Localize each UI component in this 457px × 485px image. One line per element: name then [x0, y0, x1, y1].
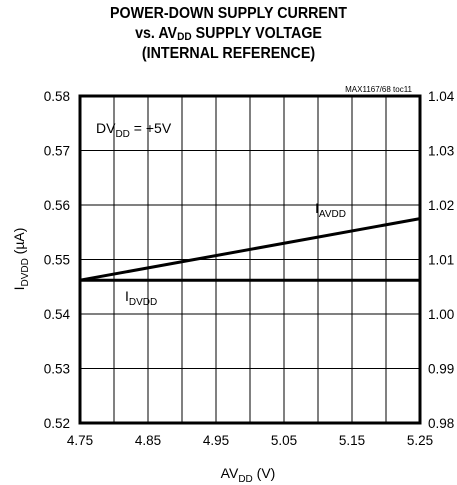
y-tick-label: 0.58: [44, 89, 70, 104]
series-label-idvdd-main: I: [125, 288, 129, 304]
y-tick-label: 0.54: [44, 307, 71, 322]
series-label-idvdd: IDVDD: [125, 288, 157, 308]
y-tick-label: 0.55: [44, 253, 70, 268]
chart-title-line2-pre: vs. AV: [135, 25, 178, 42]
x-tick-label: 5.25: [407, 433, 433, 448]
chart-title-line2: vs. AVDD SUPPLY VOLTAGE: [18, 24, 438, 44]
series-label-idvdd-sub: DVDD: [129, 297, 157, 308]
condition-post: = +5V: [130, 120, 172, 136]
x-tick-label: 4.95: [203, 433, 229, 448]
series-lines: [79, 217, 421, 282]
y-tick-label: 0.53: [44, 362, 70, 377]
chart-title: POWER-DOWN SUPPLY CURRENT vs. AVDD SUPPL…: [18, 4, 438, 64]
y2-tick-label: 1.04: [428, 89, 455, 104]
x-tick-label: 4.85: [135, 433, 161, 448]
chart-title-line2-post: SUPPLY VOLTAGE: [191, 25, 322, 42]
x-axis-label-sub: DD: [238, 474, 252, 485]
tick-labels: 4.75 4.85 4.95 5.05 5.15 5.25 0.52 0.53 0.54 0.55…: [44, 89, 455, 448]
series-line-iavdd: [79, 217, 421, 282]
y2-tick-label: 0.99: [428, 362, 454, 377]
x-tick-label: 5.05: [271, 433, 297, 448]
chart-title-line2-sub: DD: [177, 31, 192, 43]
y-tick-label: 0.52: [44, 416, 70, 431]
y-axis-label-post: (µA): [11, 228, 27, 259]
doc-id-label: MAX1167/68 toc11: [345, 85, 412, 94]
condition-sub: DD: [115, 129, 129, 140]
x-axis-label-post: (V): [253, 465, 276, 481]
y2-tick-label: 1.00: [428, 307, 454, 322]
series-label-iavdd: IAVDD: [315, 200, 346, 220]
condition-main: DV: [96, 120, 116, 136]
series-label-iavdd-main: I: [315, 200, 319, 216]
chart-title-line3: (INTERNAL REFERENCE): [141, 45, 316, 62]
x-axis-label-main: AV: [221, 465, 239, 481]
x-axis-label: AVDD (V): [221, 465, 276, 485]
y2-tick-label: 1.03: [428, 144, 454, 159]
x-tick-label: 4.75: [67, 433, 93, 448]
y2-tick-label: 1.01: [428, 253, 454, 268]
plot-frame: [78, 94, 422, 425]
series-label-iavdd-sub: AVDD: [319, 209, 346, 220]
y-tick-label: 0.56: [44, 198, 70, 213]
y-axis-label-main: I: [11, 287, 27, 291]
condition-label: DVDD = +5V: [96, 120, 172, 140]
y2-tick-label: 1.02: [428, 198, 454, 213]
y-axis-label: IDVDD (µA): [11, 228, 31, 291]
grid-lines: [80, 96, 420, 423]
y-axis-label-sub: DVDD: [20, 258, 31, 286]
x-tick-label: 5.15: [339, 433, 365, 448]
chart-title-line1: POWER-DOWN SUPPLY CURRENT: [110, 5, 347, 22]
y2-tick-label: 0.98: [428, 416, 454, 431]
y-tick-label: 0.57: [44, 144, 70, 159]
